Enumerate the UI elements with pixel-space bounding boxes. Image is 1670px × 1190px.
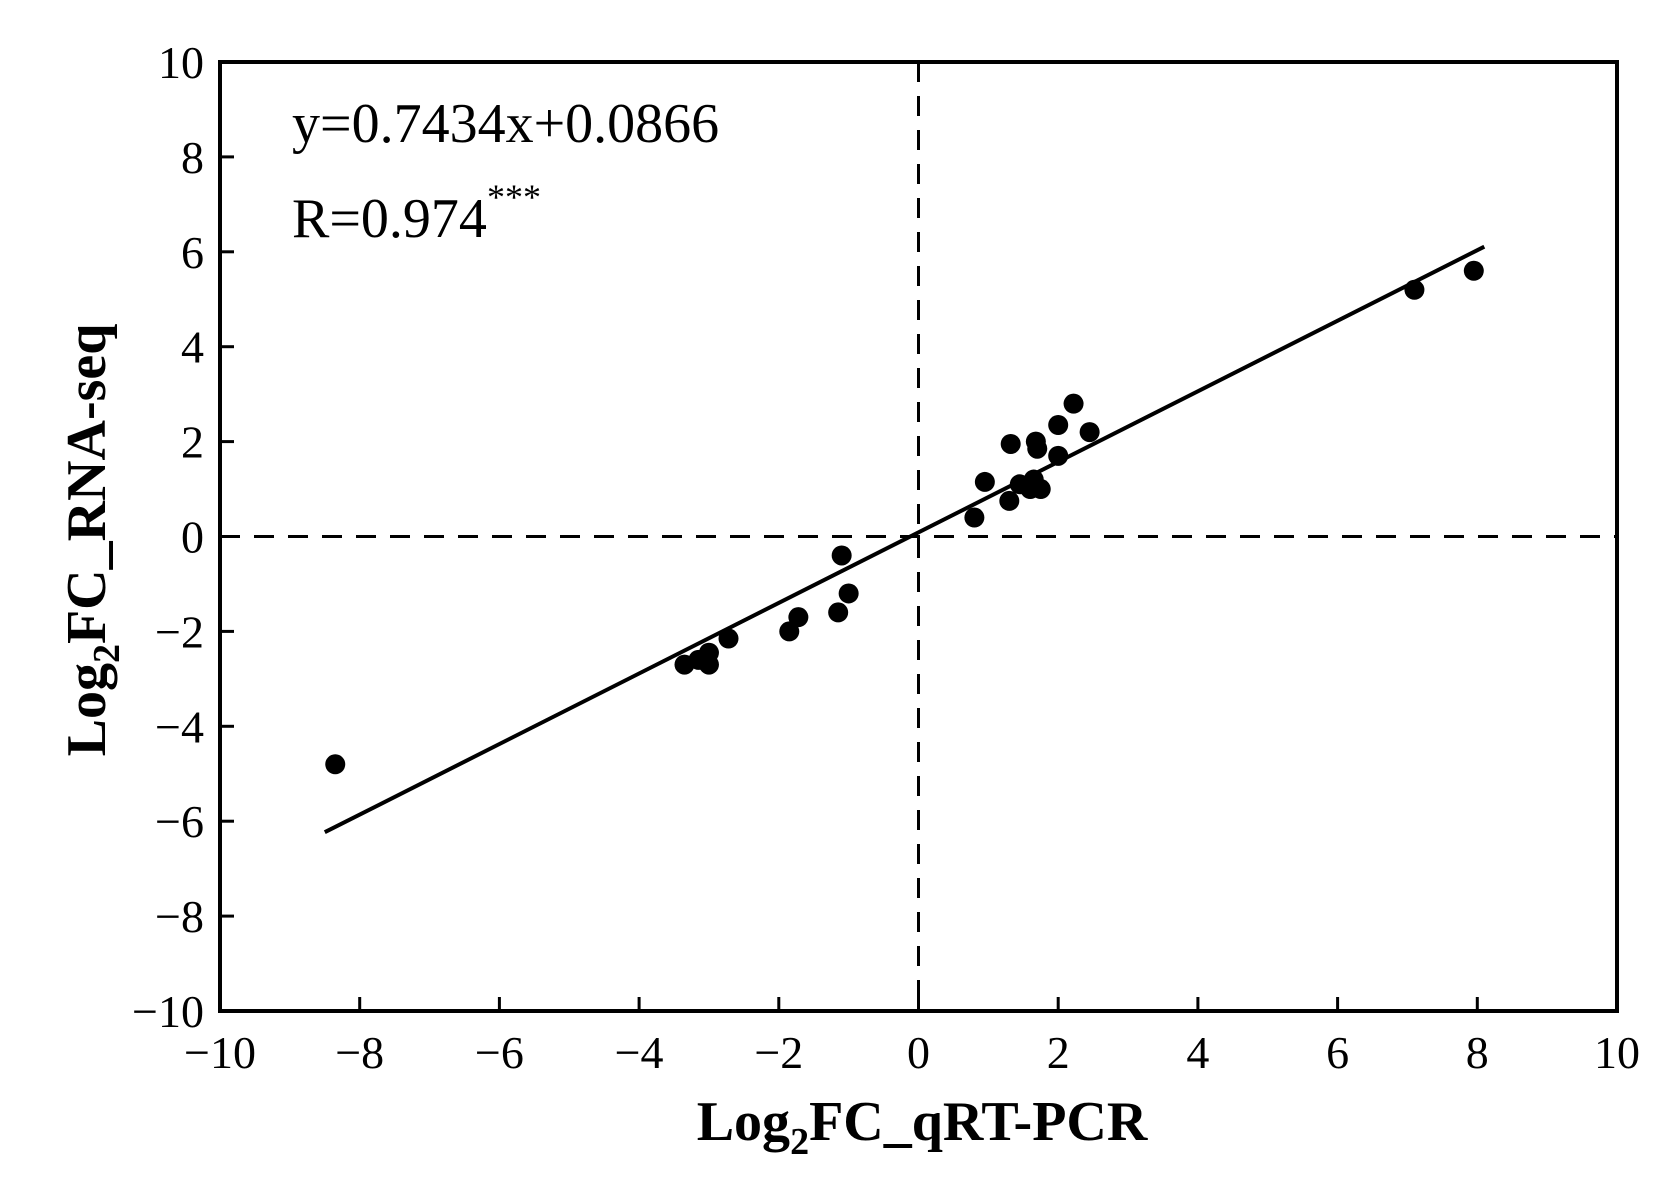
- x-tick-label: −6: [475, 1027, 524, 1078]
- data-point: [1030, 479, 1051, 500]
- y-tick-label: −8: [155, 891, 204, 942]
- x-axis-title-prefix: Log: [697, 1091, 790, 1153]
- r-value: R=0.974: [292, 188, 487, 250]
- data-point: [325, 754, 346, 775]
- data-point: [828, 602, 849, 623]
- data-point: [1079, 422, 1100, 443]
- data-point: [999, 490, 1020, 511]
- data-point: [1027, 438, 1048, 459]
- regression-line: [323, 244, 1486, 835]
- y-axis-title: Log2FC_RNA-seq: [56, 324, 128, 757]
- x-tick-label: 8: [1466, 1027, 1489, 1078]
- data-point: [718, 628, 739, 649]
- data-point: [1000, 433, 1021, 454]
- reference-lines: [220, 62, 1617, 1011]
- regression-equation: y=0.7434x+0.0866: [292, 93, 719, 155]
- x-axis-title-suffix: FC_qRT-PCR: [809, 1091, 1148, 1153]
- y-tick-label: 8: [181, 132, 204, 183]
- x-tick-label: 4: [1186, 1027, 1209, 1078]
- y-axis-title-subscript: 2: [86, 644, 128, 663]
- y-tick-label: 2: [181, 417, 204, 468]
- data-point: [1063, 393, 1084, 414]
- data-point: [1404, 279, 1425, 300]
- x-tick-label: −10: [184, 1027, 256, 1078]
- data-point: [1463, 260, 1484, 281]
- x-axis-ticks: −10 −8 −6 −4 −2 0 2 4 6 8 10: [184, 997, 1640, 1078]
- y-axis-title-suffix: FC_RNA-seq: [56, 324, 118, 644]
- y-tick-label: 4: [181, 322, 204, 373]
- y-axis-ticks: −10 −8 −6 −4 −2 0 2 4 6 8 10: [132, 37, 234, 1037]
- x-tick-label: 6: [1326, 1027, 1349, 1078]
- data-point: [779, 621, 800, 642]
- data-point: [974, 471, 995, 492]
- y-tick-label: −10: [132, 986, 204, 1037]
- data-point: [698, 642, 719, 663]
- x-tick-label: 2: [1047, 1027, 1070, 1078]
- x-tick-label: −2: [754, 1027, 803, 1078]
- y-tick-label: 10: [158, 37, 204, 88]
- data-point: [1048, 445, 1069, 466]
- correlation-coefficient: R=0.974***: [292, 177, 541, 250]
- data-points: [325, 260, 1484, 775]
- x-tick-label: −4: [615, 1027, 664, 1078]
- y-tick-label: −2: [155, 606, 204, 657]
- data-point: [788, 607, 809, 628]
- y-axis-title-prefix: Log: [56, 663, 118, 756]
- data-point: [964, 507, 985, 528]
- fit-line-group: [323, 244, 1486, 835]
- y-tick-label: −4: [155, 701, 204, 752]
- x-axis-title-subscript: 2: [790, 1121, 809, 1163]
- y-tick-label: 0: [181, 512, 204, 563]
- data-point: [831, 545, 852, 566]
- x-tick-label: −8: [335, 1027, 384, 1078]
- data-point: [838, 583, 859, 604]
- x-tick-label: 10: [1594, 1027, 1640, 1078]
- significance-stars: ***: [487, 177, 541, 217]
- data-point: [1048, 414, 1069, 435]
- y-tick-label: 6: [181, 227, 204, 278]
- y-tick-label: −6: [155, 796, 204, 847]
- x-tick-label: 0: [907, 1027, 930, 1078]
- x-axis-title: Log2FC_qRT-PCR: [697, 1091, 1148, 1163]
